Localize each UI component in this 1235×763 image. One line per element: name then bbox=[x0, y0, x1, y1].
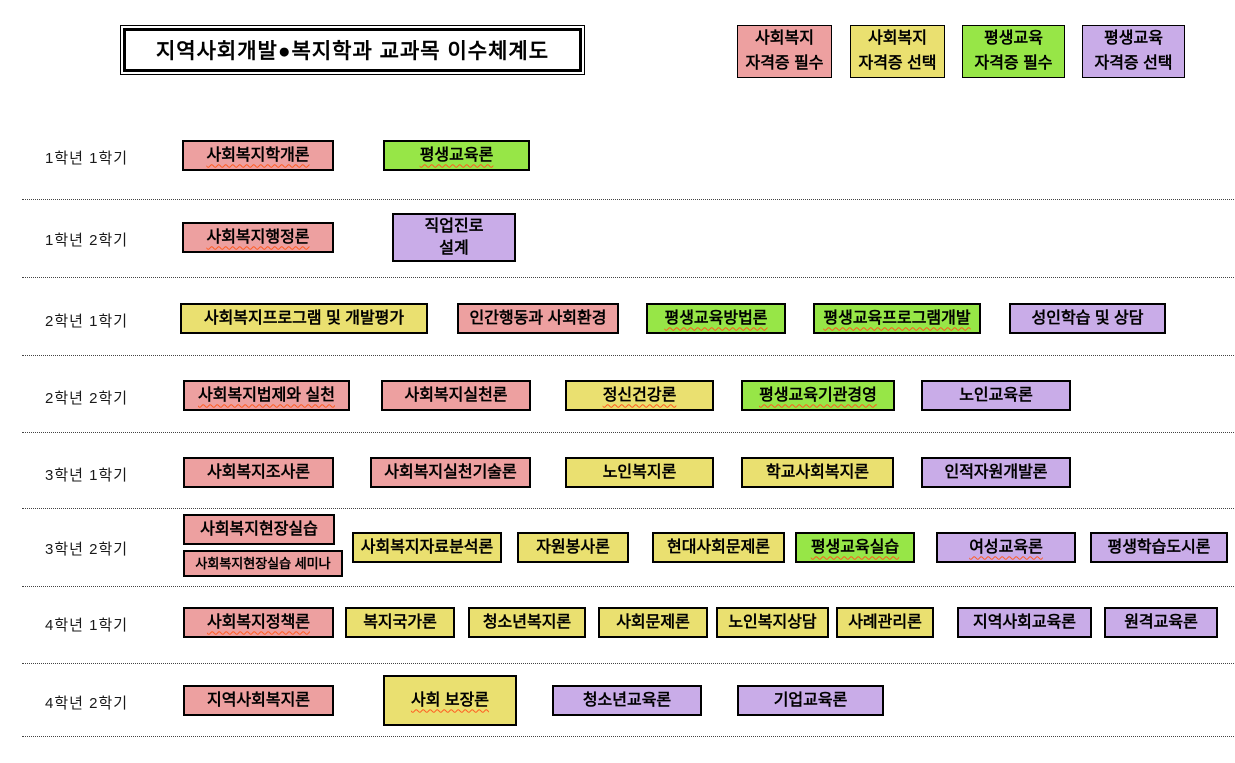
course-box: 사회 보장론 bbox=[383, 675, 517, 726]
semester-label: 1학년 1학기 bbox=[45, 150, 129, 167]
chart-title: 지역사회개발●복지학과 교과목 이수체계도 bbox=[123, 28, 582, 72]
row-separator bbox=[22, 663, 1234, 664]
course-box: 현대사회문제론 bbox=[652, 532, 785, 563]
course-box: 자원봉사론 bbox=[517, 532, 629, 563]
course-box: 학교사회복지론 bbox=[741, 457, 894, 488]
semester-label: 3학년 2학기 bbox=[45, 541, 129, 558]
course-box: 청소년복지론 bbox=[468, 607, 586, 638]
legend-item: 사회복지 자격증 필수 bbox=[737, 25, 832, 78]
legend-item: 평생교육 자격증 선택 bbox=[1082, 25, 1185, 78]
course-box: 사회복지자료분석론 bbox=[352, 532, 502, 563]
course-box: 사회복지실천론 bbox=[381, 380, 531, 411]
course-box: 평생학습도시론 bbox=[1090, 532, 1228, 563]
course-box: 노인복지상담 bbox=[716, 607, 829, 638]
course-box: 사회복지법제와 실천 bbox=[183, 380, 350, 411]
course-box: 청소년교육론 bbox=[552, 685, 702, 716]
course-box: 복지국가론 bbox=[345, 607, 455, 638]
course-box: 사회복지실천기술론 bbox=[370, 457, 531, 488]
course-box: 평생교육방법론 bbox=[646, 303, 786, 334]
course-box: 지역사회복지론 bbox=[183, 685, 334, 716]
course-box: 사회문제론 bbox=[598, 607, 708, 638]
chart-title-box: 지역사회개발●복지학과 교과목 이수체계도 bbox=[120, 25, 585, 75]
course-box: 사회복지행정론 bbox=[182, 222, 334, 253]
course-box: 사례관리론 bbox=[836, 607, 934, 638]
semester-label: 4학년 2학기 bbox=[45, 695, 129, 712]
course-box: 평생교육기관경영 bbox=[741, 380, 895, 411]
course-box: 사회복지현장실습 세미나 bbox=[183, 550, 343, 577]
semester-label: 1학년 2학기 bbox=[45, 232, 129, 249]
course-box: 평생교육실습 bbox=[795, 532, 915, 563]
course-box: 평생교육론 bbox=[383, 140, 530, 171]
row-separator bbox=[22, 277, 1234, 278]
course-box: 기업교육론 bbox=[737, 685, 884, 716]
semester-label: 2학년 2학기 bbox=[45, 390, 129, 407]
course-box: 사회복지정책론 bbox=[183, 607, 334, 638]
legend-item: 평생교육 자격증 필수 bbox=[962, 25, 1065, 78]
semester-label: 4학년 1학기 bbox=[45, 617, 129, 634]
course-box: 평생교육프로그램개발 bbox=[813, 303, 981, 334]
row-separator bbox=[22, 586, 1234, 587]
course-box: 노인교육론 bbox=[921, 380, 1071, 411]
course-box: 사회복지조사론 bbox=[183, 457, 334, 488]
course-box: 정신건강론 bbox=[565, 380, 714, 411]
course-box: 인간행동과 사회환경 bbox=[457, 303, 619, 334]
course-box: 사회복지현장실습 bbox=[183, 514, 335, 545]
course-box: 사회복지학개론 bbox=[182, 140, 334, 171]
course-box: 원격교육론 bbox=[1104, 607, 1218, 638]
legend-item: 사회복지 자격증 선택 bbox=[850, 25, 945, 78]
row-separator bbox=[22, 508, 1234, 509]
course-box: 사회복지프로그램 및 개발평가 bbox=[180, 303, 428, 334]
row-separator bbox=[22, 736, 1234, 737]
row-separator bbox=[22, 355, 1234, 356]
course-box: 여성교육론 bbox=[936, 532, 1076, 563]
course-box: 성인학습 및 상담 bbox=[1009, 303, 1166, 334]
row-separator bbox=[22, 432, 1234, 433]
semester-label: 3학년 1학기 bbox=[45, 467, 129, 484]
row-separator bbox=[22, 199, 1234, 200]
course-box: 노인복지론 bbox=[565, 457, 714, 488]
course-box: 인적자원개발론 bbox=[921, 457, 1071, 488]
semester-label: 2학년 1학기 bbox=[45, 313, 129, 330]
course-box: 지역사회교육론 bbox=[957, 607, 1092, 638]
course-box: 직업진로 설계 bbox=[392, 213, 516, 262]
